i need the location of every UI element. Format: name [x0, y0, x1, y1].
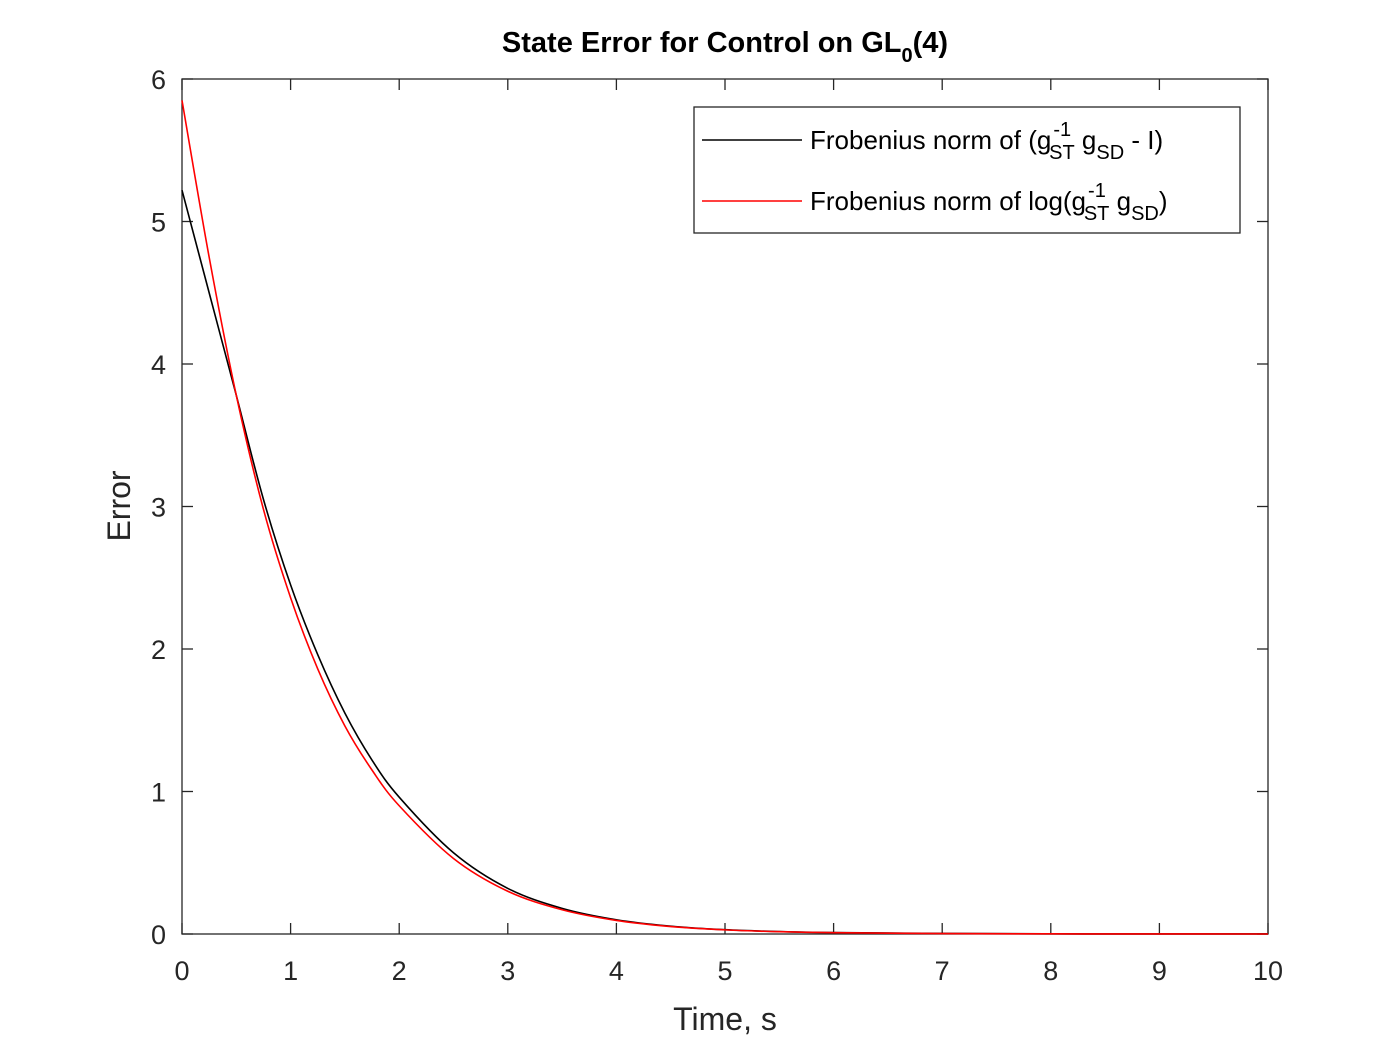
- x-tick-label: 7: [935, 956, 950, 986]
- y-tick-label: 1: [151, 778, 166, 808]
- y-axis-label: Error: [101, 470, 137, 541]
- y-tick-label: 5: [151, 208, 166, 238]
- y-tick-label: 4: [151, 350, 166, 380]
- x-tick-label: 9: [1152, 956, 1167, 986]
- x-tick-label: 3: [500, 956, 515, 986]
- tick-labels: 0 1 2 3 4 5 6 7 8 9 10 0 1 2 3 4 5 6: [151, 65, 1283, 986]
- legend-box: [693, 106, 1241, 234]
- y-tick-label: 2: [151, 635, 166, 665]
- legend-label-frobenius: Frobenius norm of (g -1 ST gSD - I): [810, 119, 1163, 164]
- x-tick-label: 2: [392, 956, 407, 986]
- y-tick-label: 3: [151, 493, 166, 523]
- x-tick-label: 0: [174, 956, 189, 986]
- x-axis-label: Time, s: [673, 1001, 777, 1037]
- series-line-1: [181, 100, 1269, 935]
- x-tick-label: 10: [1253, 956, 1283, 986]
- y-tick-label: 0: [151, 920, 166, 950]
- x-tick-label: 4: [609, 956, 624, 986]
- chart-title: State Error for Control on GL0(4): [502, 27, 948, 67]
- legend-label-log: Frobenius norm of log(g -1 ST gSD): [810, 180, 1168, 225]
- x-tick-label: 5: [717, 956, 732, 986]
- ticks: [181, 78, 1269, 935]
- series-lines: [181, 100, 1269, 935]
- x-tick-label: 6: [826, 956, 841, 986]
- y-tick-label: 6: [151, 65, 166, 95]
- x-tick-label: 1: [283, 956, 298, 986]
- x-tick-label: 8: [1043, 956, 1058, 986]
- legend: Frobenius norm of (g -1 ST gSD - I) Froben…: [693, 106, 1241, 234]
